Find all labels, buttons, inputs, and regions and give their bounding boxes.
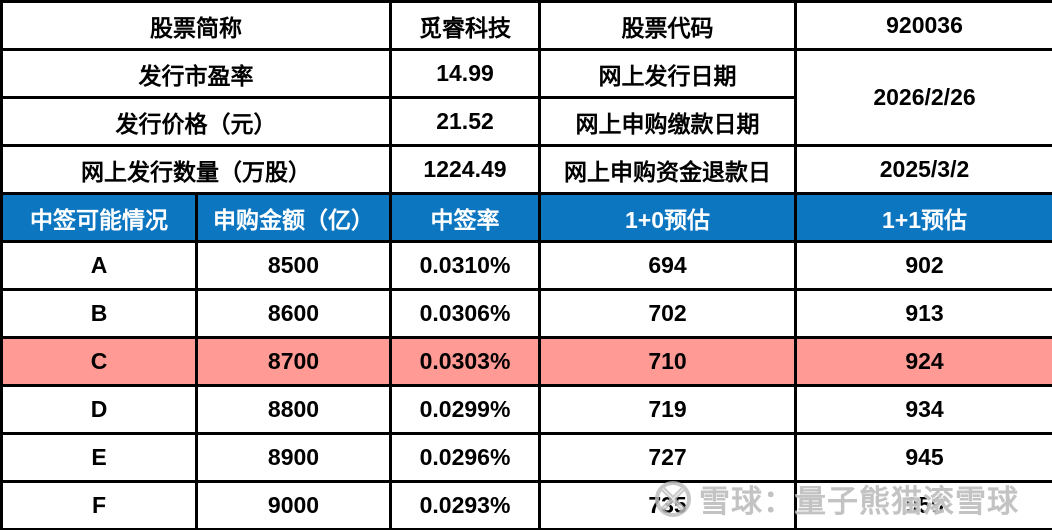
info-row-stock-name: 股票简称 觅睿科技 股票代码 920036 xyxy=(0,0,1052,51)
col-header-amount: 申购金额（亿） xyxy=(195,192,392,243)
est-1-0-cell: 710 xyxy=(538,336,797,387)
issue-quantity-value: 1224.49 xyxy=(389,144,541,195)
info-row-issue-price: 发行价格（元） 21.52 网上申购缴款日期 xyxy=(0,96,1052,147)
est-1-0-cell: 702 xyxy=(538,288,797,339)
table-row-c-highlighted: C 8700 0.0303% 710 924 xyxy=(0,336,1052,387)
rate-cell: 0.0303% xyxy=(389,336,541,387)
pe-ratio-value: 14.99 xyxy=(389,48,541,99)
stock-code-label: 股票代码 xyxy=(538,0,797,51)
info-row-issue-quantity: 网上发行数量（万股） 1224.49 网上申购资金退款日 2025/3/2 xyxy=(0,144,1052,195)
amount-cell: 8500 xyxy=(195,240,392,291)
amount-cell: 8600 xyxy=(195,288,392,339)
table-row-f: F 9000 0.0293% 735 955 xyxy=(0,480,1052,530)
pe-ratio-label: 发行市盈率 xyxy=(0,48,392,99)
est-1-1-cell: 924 xyxy=(794,336,1052,387)
rate-cell: 0.0293% xyxy=(389,480,541,530)
amount-cell: 8800 xyxy=(195,384,392,435)
refund-date-label: 网上申购资金退款日 xyxy=(538,144,797,195)
est-1-0-cell: 694 xyxy=(538,240,797,291)
case-cell: E xyxy=(0,432,198,483)
col-header-est-1-1: 1+1预估 xyxy=(794,192,1052,243)
amount-cell: 8900 xyxy=(195,432,392,483)
online-issue-date-label: 网上发行日期 xyxy=(538,48,797,99)
col-header-est-1-0: 1+0预估 xyxy=(538,192,797,243)
table-row-e: E 8900 0.0296% 727 945 xyxy=(0,432,1052,483)
stock-name-label: 股票简称 xyxy=(0,0,392,51)
est-1-1-cell: 934 xyxy=(794,384,1052,435)
rate-cell: 0.0306% xyxy=(389,288,541,339)
issue-price-value: 21.52 xyxy=(389,96,541,147)
est-1-1-cell: 945 xyxy=(794,432,1052,483)
case-cell: D xyxy=(0,384,198,435)
issue-price-label: 发行价格（元） xyxy=(0,96,392,147)
table-row-b: B 8600 0.0306% 702 913 xyxy=(0,288,1052,339)
stock-code-value: 920036 xyxy=(794,0,1052,51)
case-cell: C xyxy=(0,336,198,387)
est-1-1-cell: 902 xyxy=(794,240,1052,291)
table-row-a: A 8500 0.0310% 694 902 xyxy=(0,240,1052,291)
col-header-rate: 中签率 xyxy=(389,192,541,243)
issue-quantity-label: 网上发行数量（万股） xyxy=(0,144,392,195)
refund-date-value: 2025/3/2 xyxy=(794,144,1052,195)
est-1-0-cell: 719 xyxy=(538,384,797,435)
stock-name-value: 觅睿科技 xyxy=(389,0,541,51)
amount-cell: 8700 xyxy=(195,336,392,387)
case-cell: F xyxy=(0,480,198,530)
col-header-case: 中签可能情况 xyxy=(0,192,198,243)
issue-payment-date-value: 2026/2/26 xyxy=(794,48,1052,147)
rate-cell: 0.0296% xyxy=(389,432,541,483)
info-row-pe-ratio: 发行市盈率 14.99 网上发行日期 2026/2/26 xyxy=(0,48,1052,147)
est-1-0-cell: 727 xyxy=(538,432,797,483)
est-1-1-cell: 913 xyxy=(794,288,1052,339)
payment-date-label: 网上申购缴款日期 xyxy=(538,96,797,147)
est-1-1-cell: 955 xyxy=(794,480,1052,530)
rate-cell: 0.0299% xyxy=(389,384,541,435)
rate-cell: 0.0310% xyxy=(389,240,541,291)
case-cell: A xyxy=(0,240,198,291)
table-row-d: D 8800 0.0299% 719 934 xyxy=(0,384,1052,435)
lottery-header-row: 中签可能情况 申购金额（亿） 中签率 1+0预估 1+1预估 xyxy=(0,192,1052,243)
est-1-0-cell: 735 xyxy=(538,480,797,530)
amount-cell: 9000 xyxy=(195,480,392,530)
case-cell: B xyxy=(0,288,198,339)
